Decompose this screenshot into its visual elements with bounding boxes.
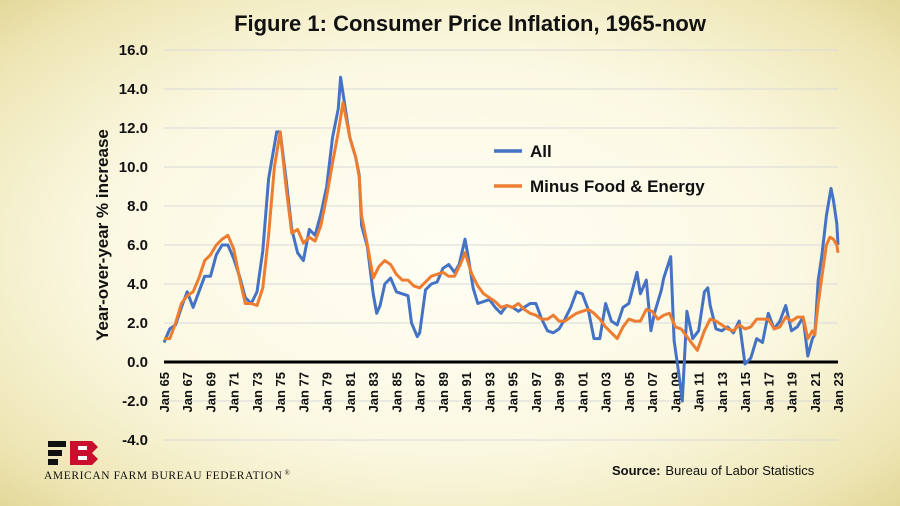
x-tick-label: Jan 73 bbox=[250, 372, 265, 412]
series-line-minus-food-energy bbox=[164, 101, 840, 352]
y-tick-label: -2.0 bbox=[122, 393, 148, 410]
y-axis-label: Year-over-year % increase bbox=[93, 129, 112, 341]
x-tick-label: Jan 15 bbox=[738, 372, 753, 412]
x-tick-label: Jan 17 bbox=[761, 372, 776, 412]
x-axis-ticks: Jan 65 Jan 67 Jan 69 Jan 71 Jan 73 Jan 75 Jan … bbox=[157, 372, 846, 412]
y-tick-label: 8.0 bbox=[127, 198, 148, 215]
chart-title: Figure 1: Consumer Price Inflation, 1965… bbox=[234, 11, 707, 36]
y-axis-ticks: 16.0 14.0 12.0 10.0 8.0 6.0 4.0 2.0 0.0 -2.0 -4.0 bbox=[119, 42, 148, 449]
legend: All Minus Food & Energy bbox=[494, 142, 705, 196]
x-tick-label: Jan 85 bbox=[389, 372, 404, 412]
x-tick-label: Jan 95 bbox=[506, 372, 521, 412]
afbf-logo: AMERICAN FARM BUREAU FEDERATION ® bbox=[44, 441, 291, 482]
x-tick-label: Jan 91 bbox=[459, 372, 474, 412]
y-tick-label: 6.0 bbox=[127, 237, 148, 254]
org-name: AMERICAN FARM BUREAU FEDERATION ® bbox=[44, 469, 291, 482]
x-tick-label: Jan 01 bbox=[575, 372, 590, 412]
x-tick-label: Jan 87 bbox=[413, 372, 428, 412]
y-tick-label: 4.0 bbox=[127, 276, 148, 293]
x-tick-label: Jan 67 bbox=[180, 372, 195, 412]
source-note: Source: Bureau of Labor Statistics bbox=[612, 463, 815, 478]
x-tick-label: Jan 11 bbox=[692, 372, 707, 412]
y-tick-label: 16.0 bbox=[119, 42, 148, 59]
legend-label-all: All bbox=[530, 142, 552, 161]
x-tick-label: Jan 71 bbox=[227, 372, 242, 412]
y-tick-label: 14.0 bbox=[119, 81, 148, 98]
grid-lines bbox=[164, 49, 838, 441]
legend-label-minus-food-energy: Minus Food & Energy bbox=[530, 177, 705, 196]
x-tick-label: Jan 69 bbox=[203, 372, 218, 412]
x-tick-label: Jan 03 bbox=[599, 372, 614, 412]
y-tick-label: -4.0 bbox=[122, 432, 148, 449]
x-tick-label: Jan 93 bbox=[482, 372, 497, 412]
x-tick-label: Jan 07 bbox=[645, 372, 660, 412]
y-tick-label: 2.0 bbox=[127, 315, 148, 332]
x-tick-label: Jan 79 bbox=[320, 372, 335, 412]
x-tick-label: Jan 13 bbox=[715, 372, 730, 412]
x-tick-label: Jan 21 bbox=[808, 372, 823, 412]
y-tick-label: 10.0 bbox=[119, 159, 148, 176]
x-tick-label: Jan 05 bbox=[622, 372, 637, 412]
series-lines bbox=[162, 75, 840, 403]
fb-logo-icon bbox=[48, 441, 98, 465]
x-tick-label: Jan 83 bbox=[366, 372, 381, 412]
x-tick-label: Jan 75 bbox=[273, 372, 288, 412]
x-tick-label: Jan 97 bbox=[529, 372, 544, 412]
x-tick-label: Jan 99 bbox=[552, 372, 567, 412]
y-tick-label: 12.0 bbox=[119, 120, 148, 137]
x-tick-label: Jan 77 bbox=[296, 372, 311, 412]
y-tick-label: 0.0 bbox=[127, 354, 148, 371]
series-line-all bbox=[162, 75, 840, 403]
x-tick-label: Jan 89 bbox=[436, 372, 451, 412]
x-tick-label: Jan 19 bbox=[785, 372, 800, 412]
x-tick-label: Jan 81 bbox=[343, 372, 358, 412]
x-tick-label: Jan 65 bbox=[157, 372, 172, 412]
x-tick-label: Jan 23 bbox=[831, 372, 846, 412]
